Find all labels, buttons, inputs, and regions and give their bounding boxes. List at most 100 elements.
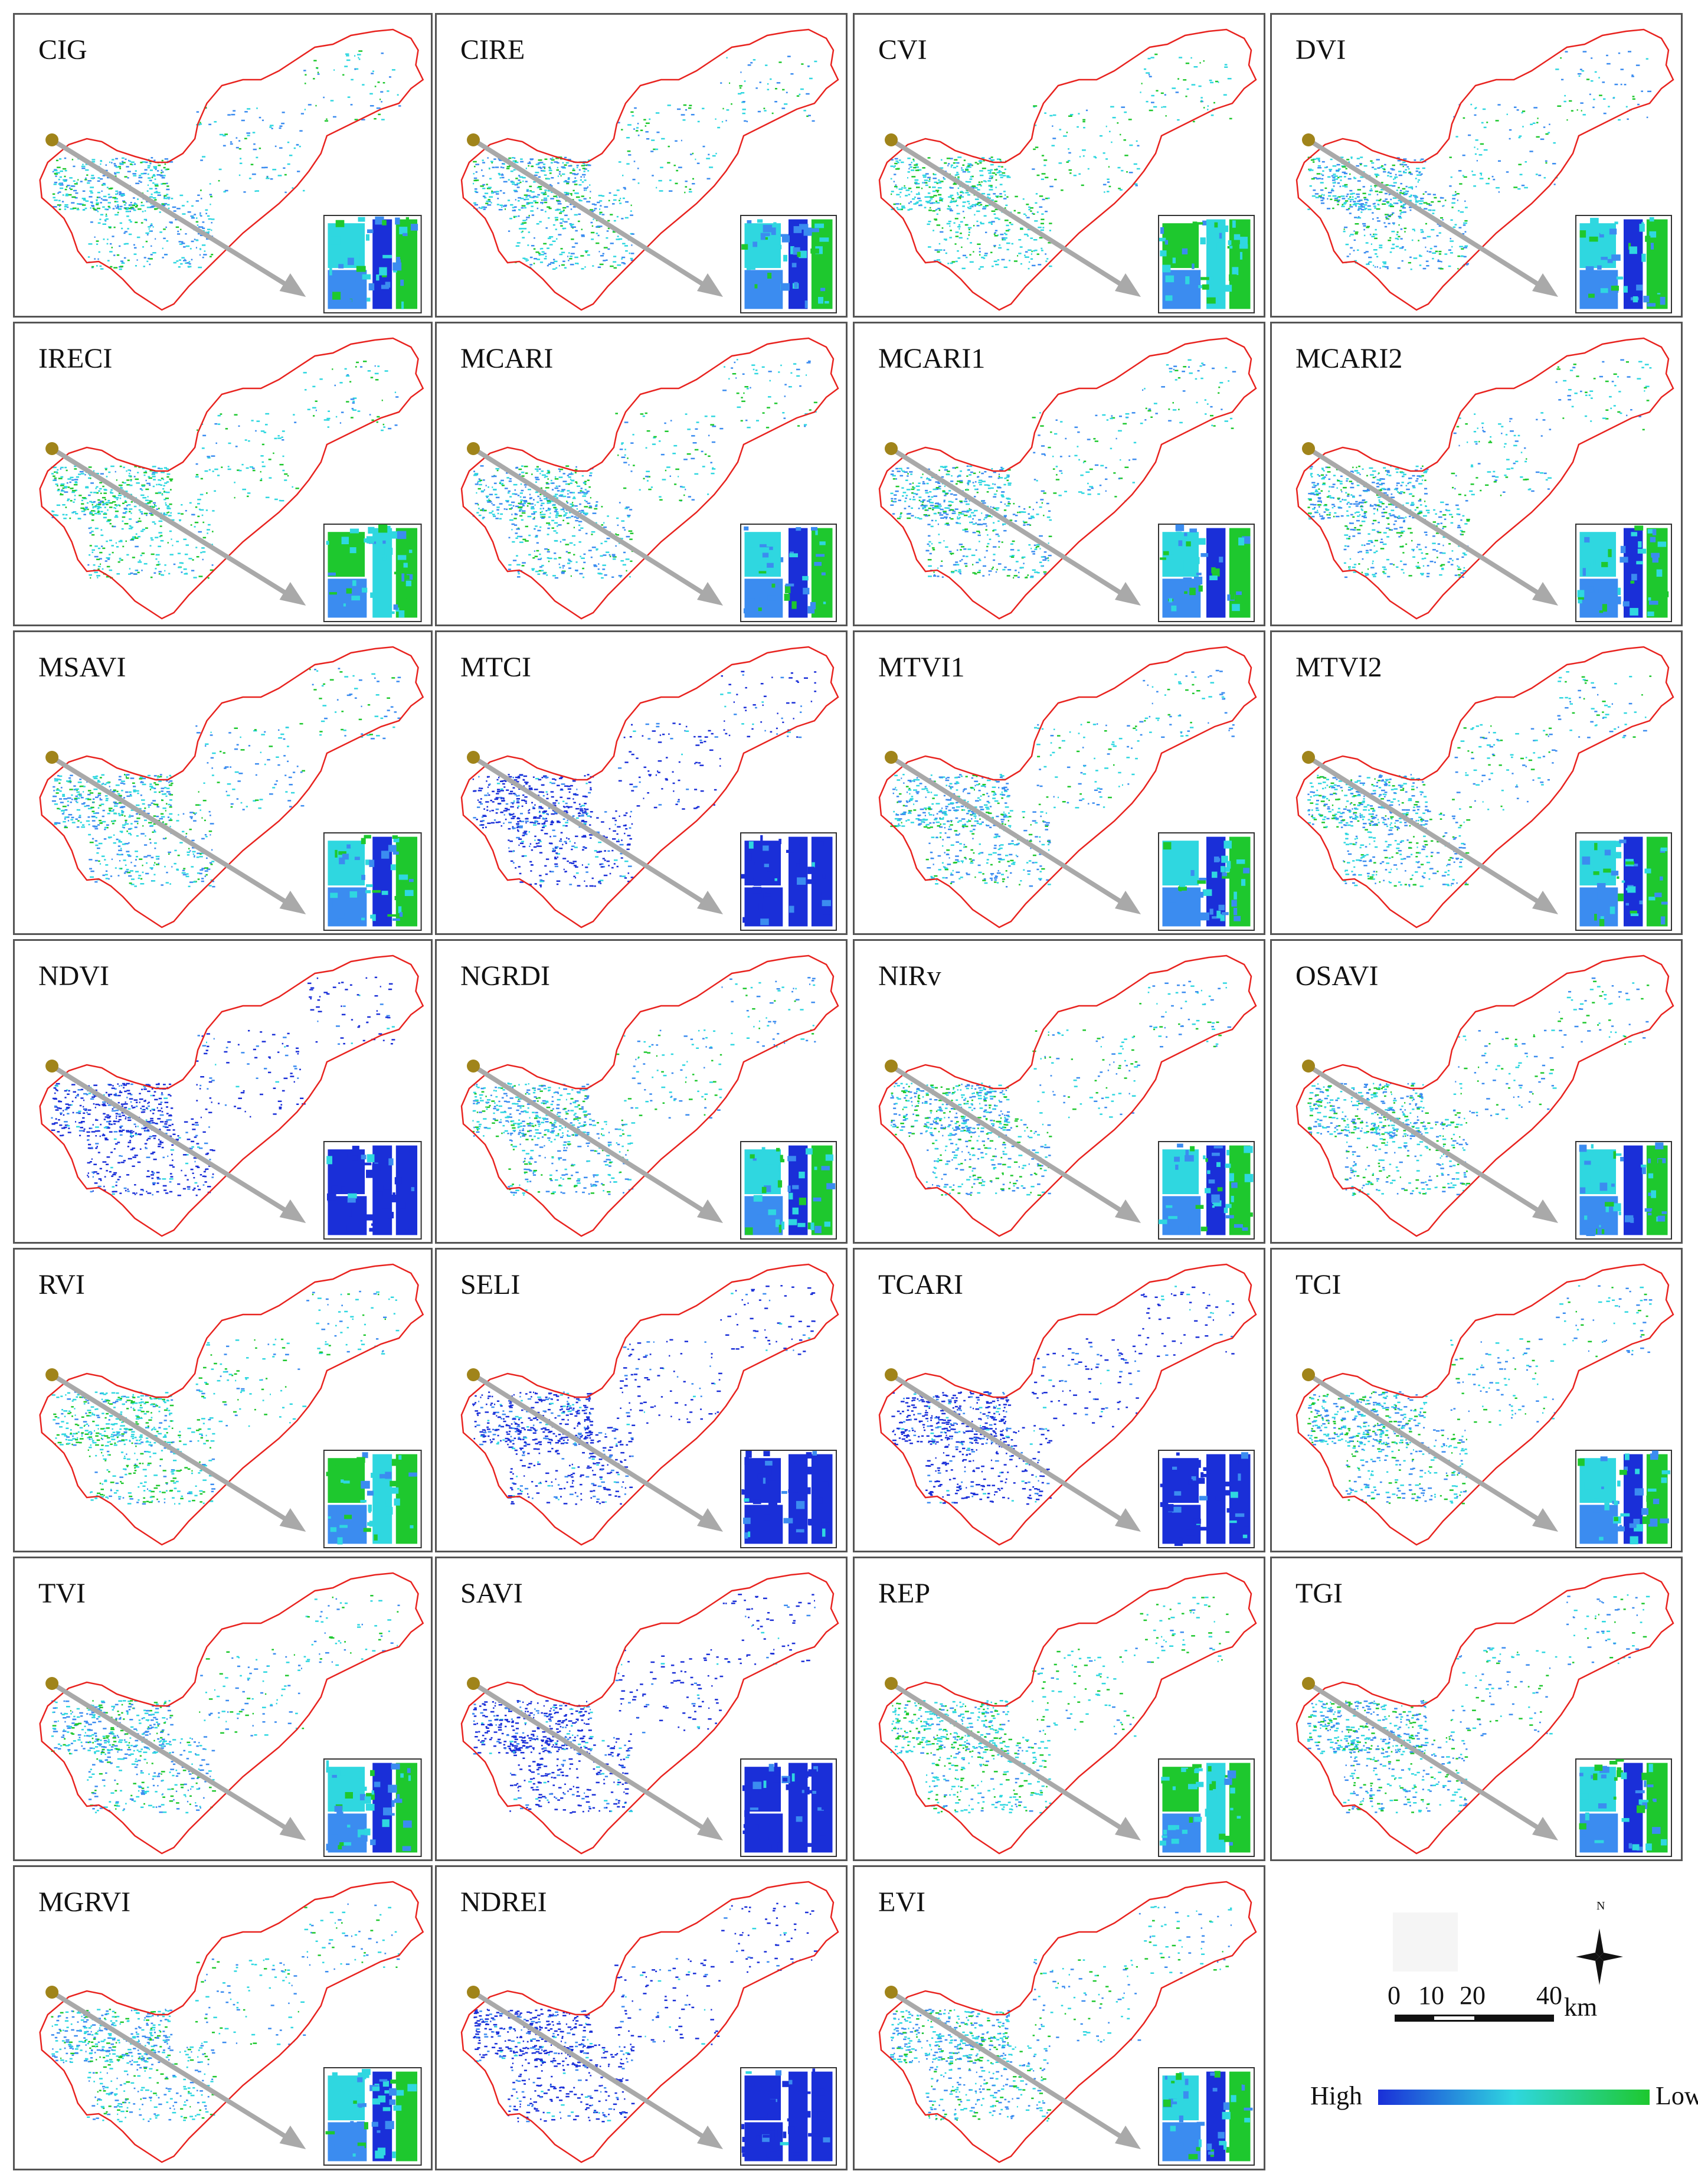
zoom-inset — [323, 2067, 422, 2166]
pixel-cluster — [1307, 1594, 1650, 1813]
study-site-marker — [45, 442, 59, 455]
zoom-arrow-line — [889, 446, 1130, 600]
panel-map-graphic — [1295, 954, 1674, 1240]
zoom-arrow-line — [889, 755, 1130, 908]
panel-map-graphic — [460, 954, 839, 1240]
zoom-arrow-line — [1307, 1681, 1547, 1835]
panel-map-graphic — [39, 28, 424, 313]
pixel-cluster — [891, 1286, 1235, 1505]
map-panel: NGRDI — [435, 939, 848, 1244]
panel-label: RVI — [38, 1268, 85, 1301]
zoom-arrow-head — [1532, 273, 1558, 297]
zoom-arrow-line — [1307, 446, 1547, 600]
zoom-inset — [1158, 1141, 1255, 1240]
basin-boundary — [460, 1881, 839, 2163]
map-panel: CIRE — [435, 13, 848, 318]
panel-map-graphic — [878, 646, 1257, 931]
scale-tick-0: 0 — [1388, 1980, 1401, 2010]
zoom-arrow-line — [472, 138, 712, 291]
study-site-marker — [467, 1677, 480, 1690]
panel-label: MSAVI — [38, 651, 126, 684]
map-panel: TVI — [13, 1557, 433, 1861]
map-panel: MCARI2 — [1270, 322, 1683, 626]
study-site-marker — [885, 1677, 898, 1690]
panel-label: OSAVI — [1295, 960, 1378, 992]
panel-label: NIRv — [878, 960, 941, 992]
basin-boundary — [39, 1263, 424, 1546]
study-site-marker — [467, 751, 480, 764]
zoom-arrow-line — [472, 1990, 712, 2143]
zoom-arrow-line — [472, 1372, 712, 1526]
zoom-inset — [1158, 2067, 1255, 2166]
panel-map-graphic — [460, 1881, 839, 2166]
panel-map-graphic — [39, 1881, 424, 2166]
study-site-marker — [885, 1060, 898, 1073]
legend-low-label: Low — [1656, 2081, 1698, 2111]
zoom-arrow-line — [50, 138, 295, 291]
panel-map-graphic — [1295, 337, 1674, 622]
panel-map-graphic — [460, 646, 839, 931]
zoom-inset — [1158, 832, 1255, 931]
map-panel: TGI — [1270, 1557, 1683, 1861]
panel-map-graphic — [460, 337, 839, 622]
zoom-inset — [323, 524, 422, 622]
zoom-arrow-line — [889, 1372, 1130, 1526]
panel-map-graphic — [39, 954, 424, 1240]
zoom-inset — [740, 215, 837, 313]
zoom-arrow-line — [1307, 755, 1547, 908]
zoom-arrow-head — [697, 2126, 723, 2149]
basin-boundary — [878, 1572, 1257, 1855]
zoom-arrow-head — [697, 273, 723, 297]
basin-boundary — [878, 337, 1257, 620]
zoom-inset — [1575, 215, 1672, 313]
map-panel: REP — [853, 1557, 1265, 1861]
zoom-arrow-head — [1532, 891, 1558, 914]
panel-map-graphic — [39, 1572, 424, 1857]
pixel-cluster — [890, 1597, 1230, 1814]
zoom-arrow-head — [697, 891, 723, 914]
zoom-inset — [1575, 1758, 1672, 1857]
study-site-marker — [467, 1986, 480, 1999]
zoom-inset — [740, 1450, 837, 1548]
zoom-arrow-line — [1307, 1372, 1547, 1526]
scale-tick-20: 20 — [1460, 1980, 1486, 2010]
panel-label: NDVI — [38, 960, 109, 992]
north-arrow-icon — [1576, 1928, 1623, 1985]
zoom-inset — [323, 1758, 422, 1857]
zoom-arrow-head — [279, 891, 306, 914]
basin-boundary — [39, 337, 424, 620]
basin-boundary — [878, 646, 1257, 928]
study-site-marker — [45, 751, 59, 764]
basin-boundary — [460, 954, 839, 1237]
basin-boundary — [878, 1881, 1257, 2163]
study-site-marker — [45, 133, 59, 146]
zoom-arrow-head — [279, 273, 306, 297]
study-site-marker — [1302, 133, 1315, 146]
zoom-arrow-line — [889, 138, 1130, 291]
map-panel: MSAVI — [13, 630, 433, 935]
zoom-arrow-head — [697, 1508, 723, 1532]
pixel-cluster — [472, 671, 817, 888]
panel-label: NDREI — [460, 1886, 547, 1918]
map-panel: NDVI — [13, 939, 433, 1244]
panel-map-graphic — [460, 28, 839, 313]
panel-map-graphic — [39, 337, 424, 622]
zoom-arrow-line — [472, 1064, 712, 1217]
basin-boundary — [1295, 646, 1674, 928]
panel-map-graphic — [39, 1263, 424, 1548]
pixel-cluster — [51, 1903, 400, 2123]
panel-map-graphic — [1295, 1263, 1674, 1548]
study-site-marker — [45, 1677, 59, 1690]
map-panel: SELI — [435, 1248, 848, 1552]
panel-map-graphic — [39, 646, 424, 931]
study-site-marker — [885, 1368, 898, 1381]
panel-label: SELI — [460, 1268, 520, 1301]
panel-map-graphic — [460, 1572, 839, 1857]
panel-label: MGRVI — [38, 1886, 130, 1918]
basin-boundary — [39, 1881, 424, 2163]
basin-boundary — [39, 1572, 424, 1855]
map-panel: MGRVI — [13, 1865, 433, 2170]
basin-boundary — [1295, 28, 1674, 311]
zoom-arrow-head — [1532, 1817, 1558, 1840]
study-site-marker — [885, 1986, 898, 1999]
